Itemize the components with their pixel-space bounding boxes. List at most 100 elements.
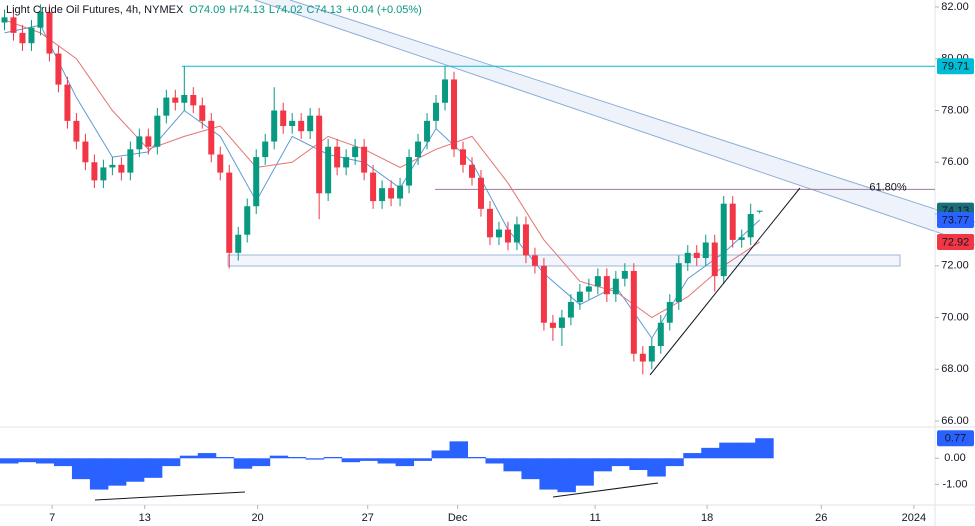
oscillator-bar (305, 458, 325, 460)
candle-body (729, 203, 736, 240)
oscillator-bar (521, 458, 540, 480)
candle-body (702, 242, 709, 259)
candle-body (370, 172, 377, 202)
candle-body (603, 276, 610, 295)
y-tick-label: 0.00 (944, 452, 965, 464)
candle-body (495, 229, 502, 238)
oscillator-bar (575, 458, 594, 486)
candle-body (738, 237, 745, 240)
header: Light Crude Oil Futures, 4h, NYMEX O74.09… (6, 4, 422, 16)
candle-body (522, 224, 529, 256)
oscillator-bar (683, 453, 702, 459)
oscillator-bar (323, 456, 343, 459)
ma-badge: 72.92 (942, 236, 970, 248)
ma-badge: 73.77 (942, 214, 970, 226)
x-tick-label: 11 (589, 512, 600, 524)
y-tick-label: 82.00 (941, 1, 969, 13)
oscillator-bar (269, 455, 289, 459)
candle-body (594, 276, 601, 287)
candle-body (343, 157, 350, 168)
candle-body (684, 252, 691, 264)
candle-body (262, 141, 269, 158)
candle-body (64, 84, 71, 121)
y-tick-label: 68.00 (941, 363, 969, 375)
fib-label: 61.80% (869, 181, 907, 193)
oscillator-bar (287, 456, 307, 459)
candle-body (433, 102, 440, 121)
trend-line (649, 187, 801, 376)
oscillator-bar (179, 455, 199, 459)
candle-body (504, 229, 511, 243)
oscillator-bar (701, 447, 720, 459)
candle-body (181, 94, 188, 103)
candle-body (379, 188, 386, 202)
candle-body (226, 172, 233, 253)
oscillator-bar (107, 458, 127, 486)
high-label: H74.13 (229, 4, 264, 16)
oscillator-bar (53, 458, 73, 467)
x-tick-label: 20 (251, 512, 263, 524)
candle-body (1, 17, 8, 23)
x-tick-label: 7 (49, 512, 55, 524)
candle-body (46, 12, 53, 54)
oscillator-bar (737, 442, 756, 459)
y-tick-label: 72.00 (941, 260, 969, 272)
candle-body (567, 302, 574, 318)
y-tick-label: 66.00 (941, 415, 969, 427)
x-tick-label: Dec (448, 512, 468, 524)
candle-body (657, 322, 664, 346)
candle-body (280, 110, 287, 127)
oscillator-bar (143, 458, 163, 478)
candle-body (451, 79, 458, 150)
oscillator-bar (503, 458, 522, 472)
candle-body (460, 149, 467, 165)
candle-body (28, 27, 35, 44)
candle-body (513, 224, 520, 243)
x-tick-label: 18 (701, 512, 713, 524)
level-badge: 79.71 (942, 61, 970, 73)
candle-body (468, 164, 475, 178)
candle-body (397, 185, 404, 199)
oscillator-bar (233, 458, 253, 469)
candle-body (442, 79, 449, 103)
candle-body (424, 120, 431, 142)
candle-body (585, 286, 592, 292)
candle-body (172, 97, 179, 103)
candle-body (531, 255, 538, 266)
oscillator-bar (485, 458, 504, 464)
oscillator-bar (395, 458, 415, 467)
x-tick-label: 2024 (902, 512, 926, 524)
oscillator-bar (71, 458, 91, 480)
candle-body (540, 265, 547, 323)
oscillator-bar (719, 442, 738, 459)
candle-body (190, 94, 197, 106)
candle-body (307, 115, 314, 132)
candle-body (199, 105, 206, 121)
close-label: C74.13 (307, 4, 342, 16)
candle-body (10, 17, 17, 33)
candle-body (127, 149, 134, 173)
candle-body (145, 136, 152, 147)
oscillator-bar (431, 450, 451, 459)
candle-body (352, 146, 359, 158)
candle-body (100, 167, 107, 181)
candle-body (621, 270, 628, 279)
y-tick-label: -1.00 (942, 478, 967, 490)
oscillator-bar (161, 458, 181, 467)
ma-badge-bg (937, 233, 974, 250)
oscillator-bar (17, 458, 37, 463)
candle-body (82, 141, 89, 163)
x-tick-label: 27 (362, 512, 374, 524)
low-label: L74.02 (269, 4, 303, 16)
candle-body (675, 263, 682, 303)
change-label: +0.04 (+0.05%) (346, 4, 422, 16)
oscillator-bar (413, 458, 433, 461)
candle-body (361, 146, 368, 173)
candle-body (630, 270, 637, 354)
oscillator-bar (35, 458, 55, 464)
level-badge-bg (937, 58, 974, 75)
candle-body (253, 157, 260, 207)
symbol: Light Crude Oil Futures, 4h, NYMEX (6, 4, 184, 16)
